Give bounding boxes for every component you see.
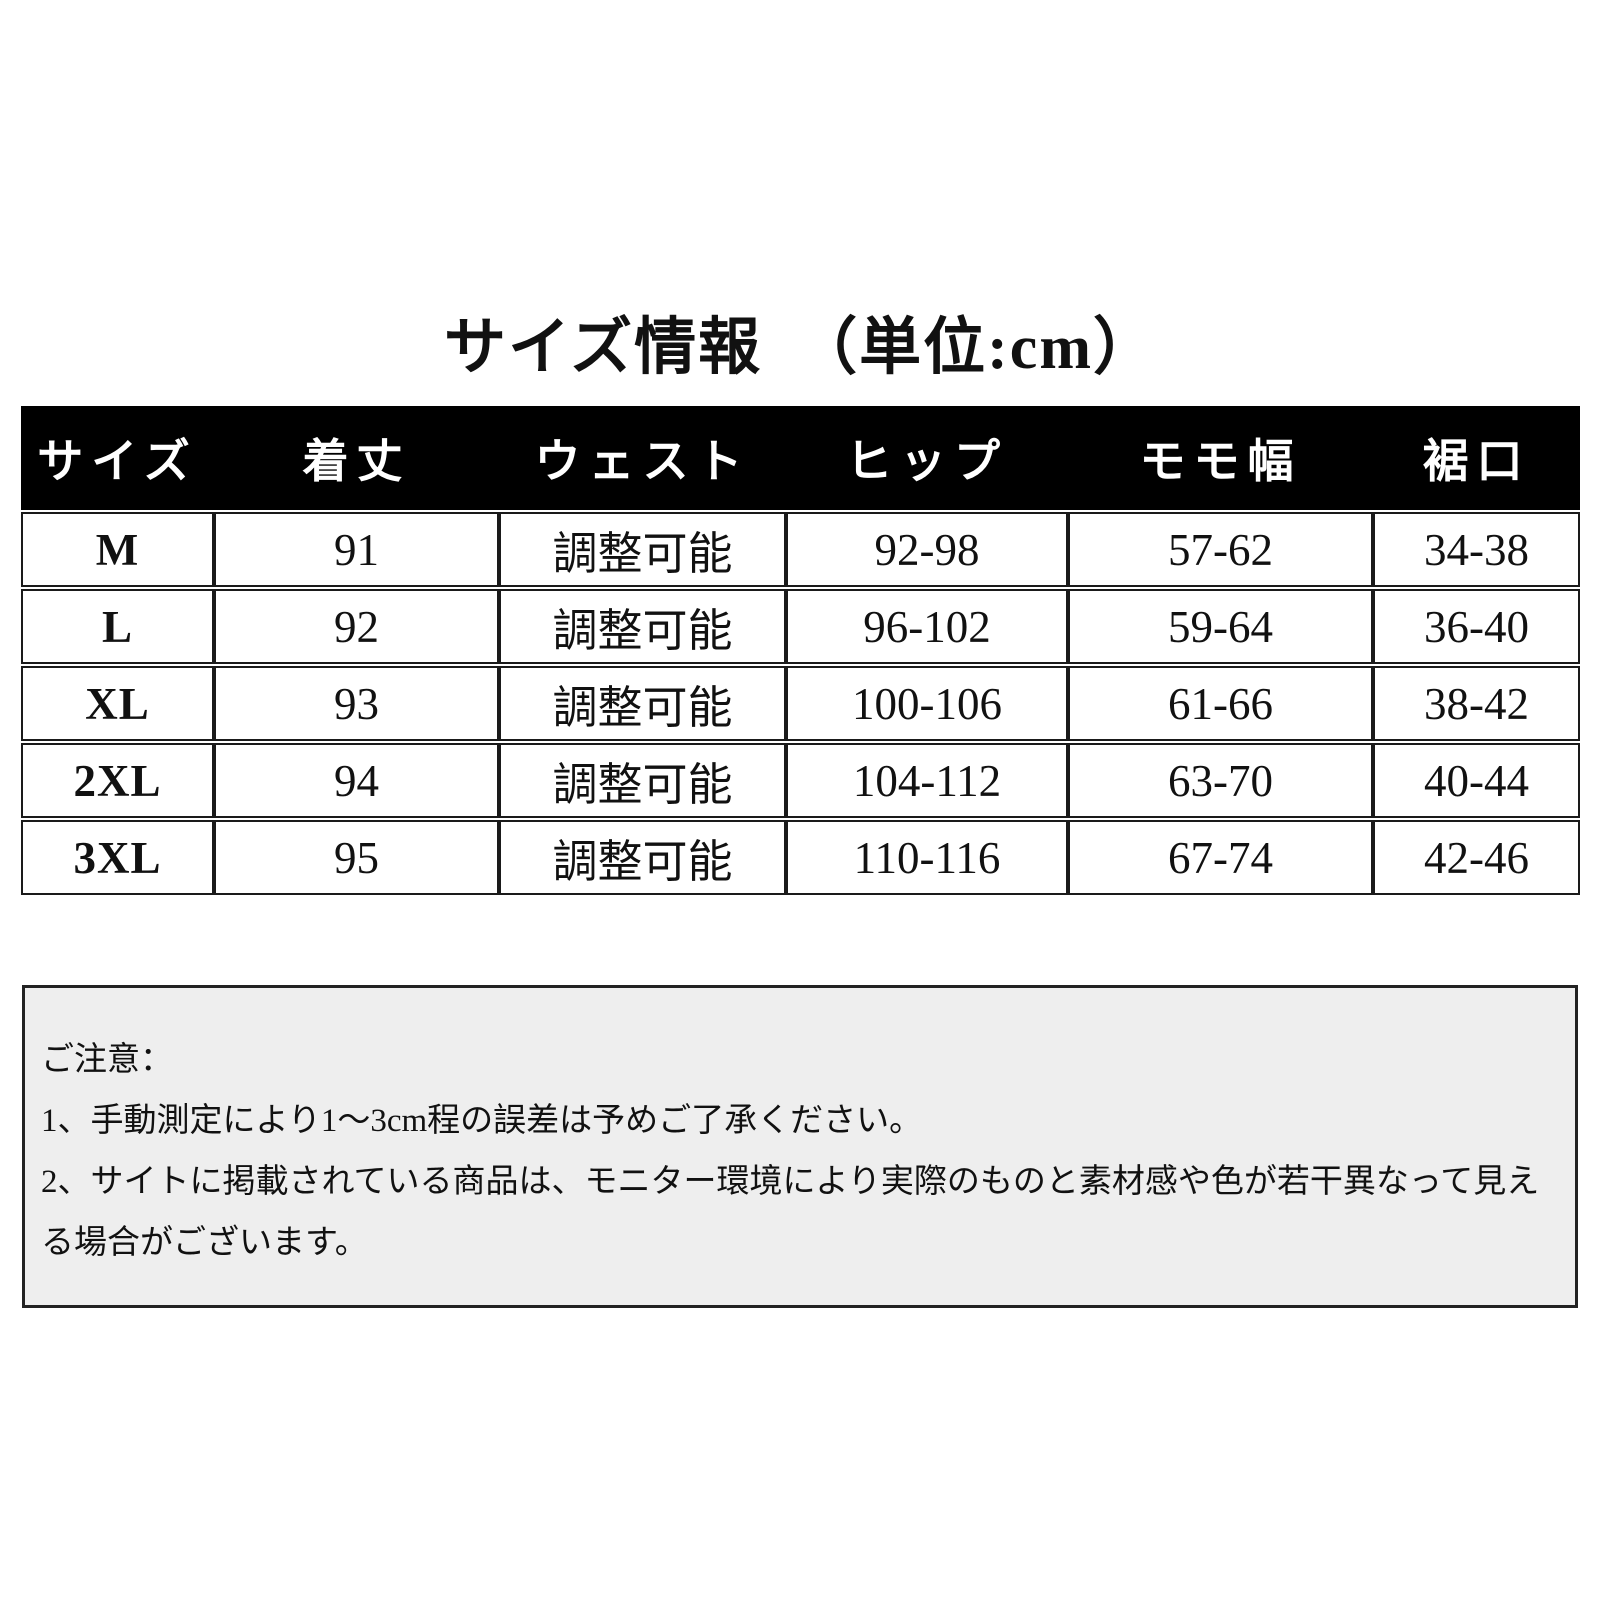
table-cell: 57-62 bbox=[1068, 512, 1373, 587]
column-header-waist: ウェスト bbox=[499, 406, 786, 510]
notes-heading: ご注意： bbox=[41, 1042, 173, 1078]
note-item-1: 1、手動測定により1～3cm程の誤差は予めご了承ください。 bbox=[41, 1103, 923, 1139]
table-cell: 調整可能 bbox=[499, 512, 786, 587]
page-title: サイズ情報 （単位:cm） bbox=[444, 314, 1157, 382]
table-cell: 調整可能 bbox=[499, 589, 786, 664]
table-cell: 調整可能 bbox=[499, 820, 786, 895]
table-cell: 94 bbox=[214, 743, 499, 818]
table-cell: 38-42 bbox=[1373, 666, 1580, 741]
notes-box: ご注意： 1、手動測定により1～3cm程の誤差は予めご了承ください。 2、サイト… bbox=[22, 985, 1578, 1308]
table-cell: 92-98 bbox=[786, 512, 1068, 587]
size-label-cell: XL bbox=[21, 666, 214, 741]
size-table-header: サイズ 着丈 ウェスト ヒップ モモ幅 裾口 bbox=[21, 406, 1580, 510]
column-header-hip: ヒップ bbox=[786, 406, 1068, 510]
table-row-3xl: 3XL 95 調整可能 110-116 67-74 42-46 bbox=[21, 820, 1580, 895]
column-header-hem: 裾口 bbox=[1373, 406, 1580, 510]
size-label-cell: M bbox=[21, 512, 214, 587]
table-row-2xl: 2XL 94 調整可能 104-112 63-70 40-44 bbox=[21, 743, 1580, 818]
table-row-xl: XL 93 調整可能 100-106 61-66 38-42 bbox=[21, 666, 1580, 741]
column-header-length: 着丈 bbox=[214, 406, 499, 510]
table-cell: 110-116 bbox=[786, 820, 1068, 895]
table-cell: 67-74 bbox=[1068, 820, 1373, 895]
header-row: サイズ 着丈 ウェスト ヒップ モモ幅 裾口 bbox=[21, 406, 1580, 510]
column-header-thigh: モモ幅 bbox=[1068, 406, 1373, 510]
table-cell: 40-44 bbox=[1373, 743, 1580, 818]
table-cell: 36-40 bbox=[1373, 589, 1580, 664]
table-cell: 61-66 bbox=[1068, 666, 1373, 741]
table-cell: 96-102 bbox=[786, 589, 1068, 664]
note-item-2: 2、サイトに掲載されている商品は、モニター環境により実際のものと素材感や色が若干… bbox=[41, 1164, 1540, 1261]
table-row-l: L 92 調整可能 96-102 59-64 36-40 bbox=[21, 589, 1580, 664]
table-row-m: M 91 調整可能 92-98 57-62 34-38 bbox=[21, 512, 1580, 587]
table-cell: 93 bbox=[214, 666, 499, 741]
size-table: サイズ 着丈 ウェスト ヒップ モモ幅 裾口 M 91 調整可能 92-98 5… bbox=[21, 404, 1580, 897]
table-cell: 95 bbox=[214, 820, 499, 895]
table-cell: 100-106 bbox=[786, 666, 1068, 741]
table-cell: 34-38 bbox=[1373, 512, 1580, 587]
table-cell: 調整可能 bbox=[499, 666, 786, 741]
table-cell: 42-46 bbox=[1373, 820, 1580, 895]
table-cell: 91 bbox=[214, 512, 499, 587]
size-table-body: M 91 調整可能 92-98 57-62 34-38 L 92 調整可能 96… bbox=[21, 512, 1580, 895]
size-label-cell: 2XL bbox=[21, 743, 214, 818]
table-cell: 104-112 bbox=[786, 743, 1068, 818]
column-header-size: サイズ bbox=[21, 406, 214, 510]
table-cell: 92 bbox=[214, 589, 499, 664]
table-cell: 59-64 bbox=[1068, 589, 1373, 664]
size-label-cell: 3XL bbox=[21, 820, 214, 895]
table-cell: 63-70 bbox=[1068, 743, 1373, 818]
table-cell: 調整可能 bbox=[499, 743, 786, 818]
size-label-cell: L bbox=[21, 589, 214, 664]
